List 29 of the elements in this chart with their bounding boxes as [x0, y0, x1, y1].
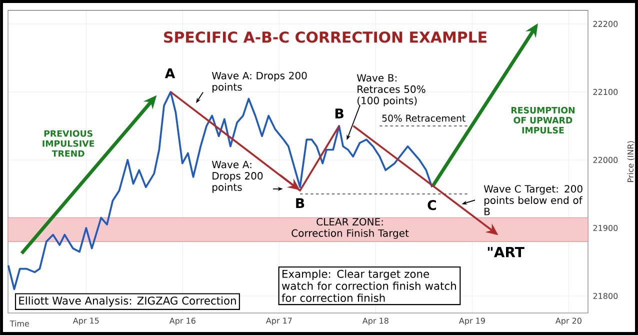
text: SPECIFIC A-B-C CORRECTION EXAMPLE — [164, 31, 486, 43]
annotation: Elliott Wave Analysis: ZIGZAG Correction — [19, 296, 236, 307]
band-label: CLEAR ZONE: Correction Finish Target — [292, 218, 409, 239]
x-tick-label: Apr 17 — [266, 318, 292, 326]
y-tick-label: 22100 — [593, 88, 618, 95]
x-tick-label: Apr 16 — [169, 318, 196, 326]
annotation: Example: Clear target zone watch for correction finish watch for correction finish — [282, 270, 456, 302]
annotation: RESUMPTION OF UPWARD IMPULSE — [511, 106, 574, 134]
y-tick-label: 22000 — [593, 156, 618, 163]
annotation: 50% Retracement — [382, 114, 466, 122]
y-tick-label: 22200 — [593, 20, 618, 27]
x-tick-label: Apr 15 — [72, 318, 99, 326]
x-tick-label: Apr 20 — [555, 318, 582, 326]
annotation: Wave A: Drops 200 points — [212, 160, 263, 193]
y-axis-title: Price (INR) — [627, 141, 634, 182]
annotation: B — [335, 108, 344, 118]
annotation: Wave C Target: 200 points below end of B — [484, 185, 583, 216]
annotation: B — [296, 198, 304, 208]
annotation: C — [428, 200, 436, 210]
x-tick-label: Apr 19 — [458, 318, 485, 326]
annotation: "ART — [488, 246, 524, 258]
x-axis-title: Time — [10, 320, 29, 327]
annotation: Wave B: Retraces 50% (100 points) — [356, 74, 426, 106]
y-tick-label: 21800 — [593, 292, 618, 299]
annotation: PREVIOUS IMPULSIVE TREND — [42, 130, 94, 157]
annotation: A — [164, 68, 176, 78]
x-tick-label: Apr 18 — [362, 318, 388, 326]
annotation: Wave A: Drops 200 points — [212, 72, 307, 93]
y-tick-label: 21900 — [593, 224, 618, 231]
